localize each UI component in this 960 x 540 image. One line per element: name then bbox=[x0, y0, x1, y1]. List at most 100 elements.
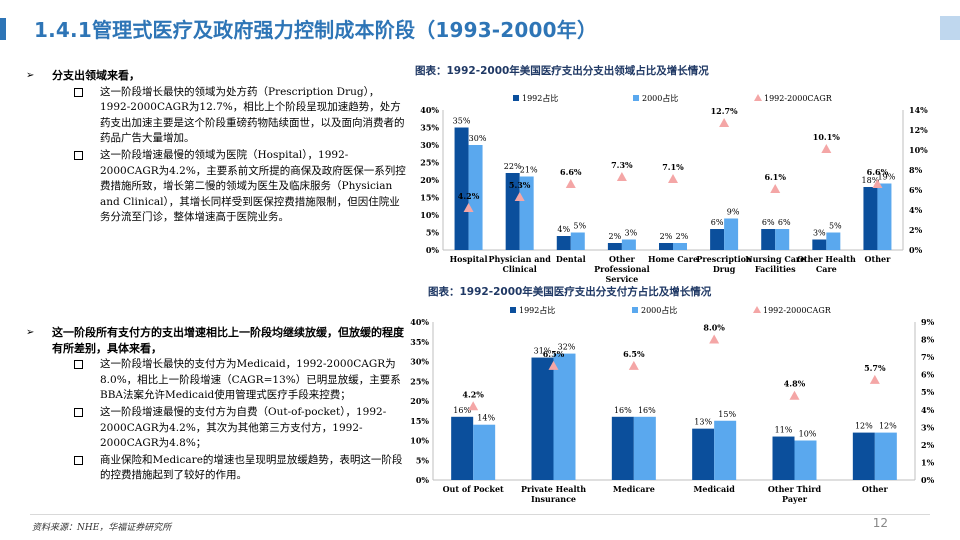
bar-1992 bbox=[505, 173, 520, 250]
cagr-point bbox=[668, 174, 678, 183]
cagr-point bbox=[770, 184, 781, 193]
y-tick-label: 0% bbox=[416, 475, 430, 485]
y2-tick-label: 4% bbox=[921, 405, 935, 415]
bar-2000 bbox=[519, 176, 534, 250]
y2-tick-label: 8% bbox=[921, 335, 935, 345]
data-label-1992: 22% bbox=[504, 162, 522, 171]
data-label-cagr: 6.1% bbox=[764, 172, 786, 182]
data-label-cagr: 6.6% bbox=[560, 167, 582, 177]
y2-tick-label: 14% bbox=[909, 105, 928, 115]
data-label-cagr: 8.0% bbox=[703, 323, 725, 333]
x-tick-label: Other Health Care bbox=[797, 254, 856, 274]
y2-tick-label: 0% bbox=[921, 475, 935, 485]
page-title: 1.4.1管理式医疗及政府强力控制成本阶段（1993-2000年） bbox=[34, 18, 598, 42]
data-label-2000: 16% bbox=[638, 406, 656, 415]
legend-marker bbox=[753, 306, 761, 313]
y-tick-label: 20% bbox=[410, 396, 429, 406]
legend-label: 1992占比 bbox=[522, 93, 558, 103]
data-label-1992: 6% bbox=[762, 218, 775, 227]
chart-spending-by-payer: 1992占比 2000占比 1992-2000CAGR 0% 5% 10% 15% 20% 25… bbox=[410, 305, 935, 504]
x-tick-label: Out of Pocket bbox=[443, 484, 504, 494]
y-tick-label: 35% bbox=[410, 337, 429, 347]
chart-title: 图表：1992-2000年美国医疗支出分支出领域占比及增长情况 bbox=[415, 65, 709, 77]
cagr-point bbox=[616, 172, 627, 181]
data-label-cagr: 7.3% bbox=[611, 160, 633, 170]
data-label-cagr: 7.1% bbox=[662, 162, 684, 172]
bar-2000 bbox=[473, 424, 496, 480]
data-label-2000: 14% bbox=[477, 414, 495, 423]
title-accent-bar bbox=[0, 18, 10, 40]
cagr-point bbox=[869, 374, 880, 384]
bar-2000 bbox=[775, 229, 790, 250]
y2-tick-label: 1% bbox=[921, 457, 935, 467]
legend-swatch bbox=[632, 307, 638, 313]
x-tick-label: Other bbox=[865, 254, 892, 264]
data-label-1992: 6% bbox=[711, 218, 724, 227]
cagr-point bbox=[548, 360, 559, 370]
y-tick-label: 40% bbox=[420, 105, 439, 115]
y-tick-label: 35% bbox=[420, 123, 439, 133]
bar-1992 bbox=[556, 236, 571, 250]
legend-swatch bbox=[633, 95, 639, 101]
list-item: 这一阶段增速最慢的支付方为自费（Out-of-pocket），1992-2000… bbox=[26, 405, 406, 452]
bar-1992 bbox=[659, 243, 673, 250]
y-tick-label: 15% bbox=[420, 193, 439, 203]
y2-tick-label: 7% bbox=[921, 352, 935, 362]
bar-1992 bbox=[531, 357, 554, 480]
y-tick-label: 10% bbox=[410, 436, 429, 446]
section-spending-by-field: ➢ 分支出领域来看， 这一阶段增长最快的领域为处方药（Prescription D… bbox=[26, 68, 406, 226]
legend-label: 2000占比 bbox=[641, 305, 677, 315]
list-item: 商业保险和Medicare的增速也呈现明显放缓趋势，表明这一阶段的控费措施起到了… bbox=[26, 453, 406, 484]
bar-1992 bbox=[852, 432, 875, 480]
y-tick-label: 30% bbox=[410, 357, 429, 367]
cagr-point bbox=[789, 390, 800, 400]
chart-title: 图表：1992-2000年美国医疗支出分支付方占比及增长情况 bbox=[428, 286, 712, 298]
bar-1992 bbox=[451, 416, 474, 480]
bar-2000 bbox=[874, 432, 897, 480]
data-label-2000: 30% bbox=[469, 134, 487, 143]
bar-2000 bbox=[794, 440, 817, 480]
x-tick-label: Medicare bbox=[613, 484, 655, 494]
data-label-2000: 21% bbox=[520, 166, 538, 175]
y-tick-label: 20% bbox=[420, 175, 439, 185]
data-label-cagr: 6.5% bbox=[543, 349, 565, 359]
data-label-2000: 6% bbox=[778, 218, 791, 227]
data-label-cagr: 10.1% bbox=[813, 132, 840, 142]
y-tick-label: 5% bbox=[416, 455, 430, 465]
x-tick-label: Prescription Drug bbox=[696, 254, 752, 274]
section-heading: ➢ 这一阶段所有支付方的支出增速相比上一阶段均继续放缓，但放缓的程度有所差别，具体… bbox=[26, 326, 404, 355]
y-tick-label: 30% bbox=[420, 140, 439, 150]
x-tick-label: Private Health Insurance bbox=[521, 484, 586, 504]
data-label-1992: 4% bbox=[557, 225, 570, 234]
data-label-2000: 5% bbox=[829, 222, 842, 231]
list-item: 这一阶段增长最快的领域为处方药（Prescription Drug），1992-… bbox=[26, 85, 406, 147]
data-label-cagr: 12.7% bbox=[711, 106, 738, 116]
list-item: 这一阶段增长最快的支付方为Medicaid，1992-2000CAGR为8.0%… bbox=[26, 357, 406, 404]
arrow-bullet-icon: ➢ bbox=[26, 70, 35, 81]
section-heading: ➢ 分支出领域来看， bbox=[26, 69, 140, 82]
data-label-2000: 9% bbox=[727, 208, 740, 217]
legend-label: 2000占比 bbox=[642, 93, 678, 103]
y-tick-label: 25% bbox=[420, 158, 439, 168]
bar-2000 bbox=[724, 218, 739, 250]
page-number: 12 bbox=[872, 516, 888, 530]
y2-tick-label: 0% bbox=[909, 245, 923, 255]
x-tick-label: Home Care bbox=[648, 254, 698, 264]
cagr-point bbox=[872, 179, 883, 188]
y2-tick-label: 8% bbox=[909, 165, 923, 175]
data-label-cagr: 5.3% bbox=[509, 180, 531, 190]
legend-marker bbox=[754, 94, 762, 101]
data-label-2000: 19% bbox=[878, 173, 896, 182]
y2-tick-label: 12% bbox=[909, 125, 928, 135]
list-item: 这一阶段增速最慢的领域为医院（Hospital），1992-2000CAGR为4… bbox=[26, 148, 406, 226]
y2-tick-label: 9% bbox=[921, 317, 935, 327]
bar-1992 bbox=[692, 428, 715, 480]
data-label-1992: 3% bbox=[813, 229, 826, 238]
x-tick-label: Other Third Payer bbox=[768, 484, 822, 504]
cagr-point bbox=[821, 144, 832, 153]
y-tick-label: 0% bbox=[426, 245, 440, 255]
bar-2000 bbox=[633, 416, 656, 480]
data-label-cagr: 5.7% bbox=[864, 363, 886, 373]
y2-tick-label: 2% bbox=[909, 225, 923, 235]
data-label-1992: 2% bbox=[609, 232, 622, 241]
